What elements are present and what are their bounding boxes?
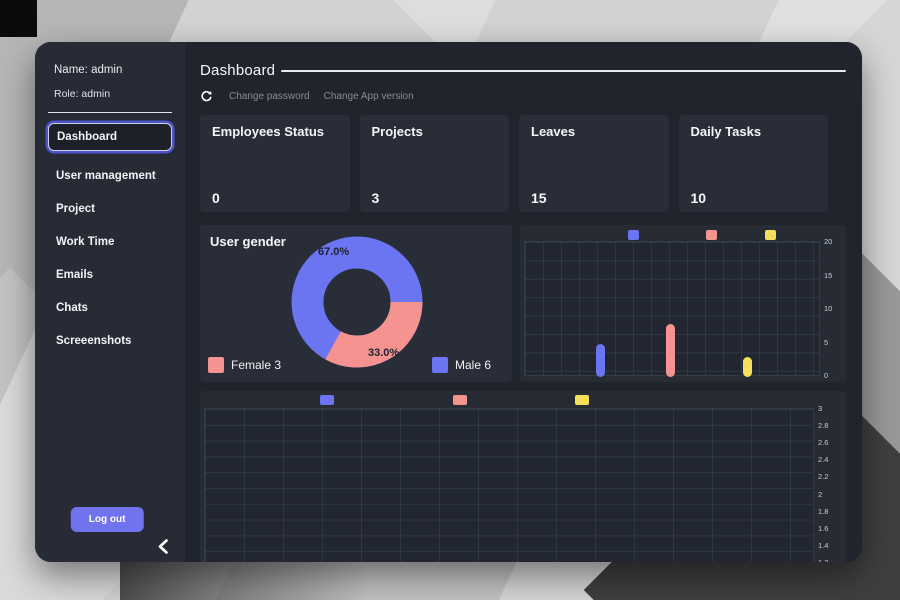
donut-percent-female: 33.0% bbox=[368, 347, 400, 359]
charts-row: User gender 67.0% 33.0% Female 3 Male 6 bbox=[200, 225, 846, 382]
chart-title: User gender bbox=[210, 234, 286, 249]
card-daily-tasks: Daily Tasks 10 bbox=[678, 115, 828, 212]
legend-female-swatch bbox=[208, 357, 224, 373]
refresh-icon[interactable] bbox=[200, 90, 213, 103]
sidebar-item-work-time[interactable]: Work Time bbox=[56, 236, 115, 248]
legend-male-label: Male 6 bbox=[455, 358, 492, 372]
y-axis-tick: 2.4 bbox=[818, 455, 829, 465]
bottom-chart-legend bbox=[204, 394, 812, 407]
sidebar-item-screenshots[interactable]: Screeenshots bbox=[56, 335, 132, 347]
logout-button[interactable]: Log out bbox=[70, 507, 144, 532]
main-content: Dashboard Change password Change App ver… bbox=[185, 42, 862, 562]
change-password-link[interactable]: Change password bbox=[229, 91, 310, 102]
card-leaves: Leaves 15 bbox=[519, 115, 669, 212]
sidebar-item-emails[interactable]: Emails bbox=[56, 269, 94, 281]
header-rule bbox=[281, 69, 846, 72]
y-axis-tick: 2.8 bbox=[818, 421, 829, 431]
y-axis-tick: 10 bbox=[824, 304, 833, 313]
user-gender-chart-panel: User gender 67.0% 33.0% Female 3 Male 6 bbox=[200, 225, 512, 382]
user-role-label: Role: admin bbox=[54, 88, 111, 100]
y-axis-tick: 1.8 bbox=[818, 506, 829, 516]
bar-chart-y-axis: 20 15 10 5 0 bbox=[824, 237, 842, 380]
y-axis-tick: 1.4 bbox=[818, 540, 829, 550]
card-value: 10 bbox=[690, 190, 707, 206]
y-axis-tick: 2.6 bbox=[818, 438, 829, 448]
y-axis-tick: 20 bbox=[824, 237, 833, 246]
legend-male: Male 6 bbox=[432, 357, 491, 373]
card-title: Projects bbox=[371, 124, 423, 139]
sidebar: Name: admin Role: admin Dashboard User m… bbox=[35, 42, 185, 562]
card-title: Daily Tasks bbox=[690, 124, 762, 139]
sidebar-item-dashboard[interactable]: Dashboard bbox=[48, 123, 172, 151]
bar-chart-legend bbox=[524, 229, 822, 241]
bottom-chart-plot bbox=[204, 408, 814, 562]
card-value: 3 bbox=[371, 190, 380, 206]
sidebar-item-user-management[interactable]: User management bbox=[56, 170, 156, 182]
collapse-sidebar-icon[interactable] bbox=[157, 539, 169, 554]
bottom-chart-panel: 3 2.8 2.6 2.4 2.2 2 1.8 1.6 1.4 1.2 bbox=[200, 391, 846, 562]
bar-chart-panel: 20 15 10 5 0 bbox=[520, 225, 846, 382]
donut-chart bbox=[291, 236, 423, 368]
sidebar-item-project[interactable]: Project bbox=[56, 203, 95, 215]
bar-chart-plot bbox=[524, 241, 820, 377]
legend-marker bbox=[453, 395, 468, 405]
bar bbox=[595, 343, 605, 377]
sidebar-divider bbox=[48, 112, 172, 113]
card-title: Leaves bbox=[531, 124, 576, 139]
bottom-chart-y-axis: 3 2.8 2.6 2.4 2.2 2 1.8 1.6 1.4 1.2 bbox=[818, 404, 840, 562]
y-axis-tick: 15 bbox=[824, 270, 833, 280]
header-actions: Change password Change App version bbox=[200, 90, 846, 103]
donut-percent-male: 67.0% bbox=[318, 246, 350, 258]
donut-female-segment bbox=[291, 236, 423, 368]
background-shadow bbox=[120, 558, 450, 600]
app-window: Name: admin Role: admin Dashboard User m… bbox=[35, 42, 862, 562]
legend-marker bbox=[319, 395, 334, 405]
y-axis-tick: 0 bbox=[824, 371, 829, 380]
y-axis-tick: 1.6 bbox=[818, 523, 829, 533]
legend-marker bbox=[574, 395, 589, 405]
y-axis-tick: 1.2 bbox=[818, 558, 828, 562]
card-value: 15 bbox=[531, 190, 547, 206]
bar bbox=[742, 357, 752, 377]
y-axis-tick: 2.2 bbox=[818, 472, 829, 482]
legend-marker bbox=[765, 230, 777, 240]
legend-marker bbox=[705, 230, 717, 240]
y-axis-tick: 5 bbox=[824, 337, 829, 347]
user-name-label: Name: admin bbox=[54, 64, 123, 76]
page-title: Dashboard bbox=[200, 62, 276, 79]
legend-female: Female 3 bbox=[208, 357, 281, 373]
page-header: Dashboard bbox=[200, 62, 846, 79]
card-projects: Projects 3 bbox=[359, 115, 509, 212]
legend-male-swatch bbox=[432, 357, 448, 373]
background-corner-block bbox=[0, 0, 37, 37]
legend-female-label: Female 3 bbox=[231, 358, 282, 372]
card-employees-status: Employees Status 0 bbox=[200, 115, 350, 212]
change-app-version-link[interactable]: Change App version bbox=[323, 91, 414, 102]
y-axis-tick: 3 bbox=[818, 404, 823, 413]
card-title: Employees Status bbox=[212, 124, 324, 139]
sidebar-item-chats[interactable]: Chats bbox=[56, 302, 88, 314]
card-value: 0 bbox=[212, 190, 220, 206]
stat-cards-row: Employees Status 0 Projects 3 Leaves 15 … bbox=[200, 115, 828, 212]
bar bbox=[666, 323, 676, 377]
y-axis-tick: 2 bbox=[818, 489, 823, 499]
legend-marker bbox=[628, 230, 640, 240]
